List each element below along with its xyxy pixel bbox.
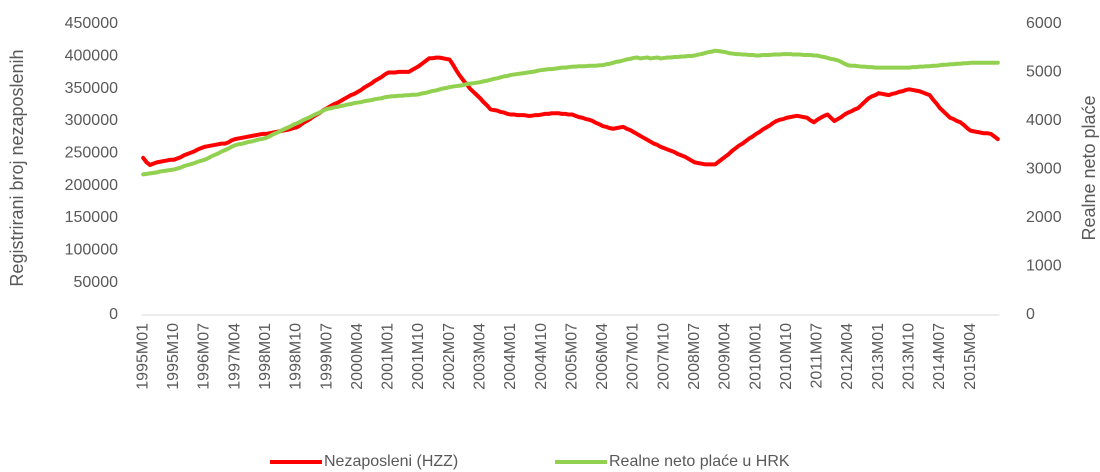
y-tick-label: 100000 [65, 242, 118, 259]
y-tick-label: 0 [109, 306, 118, 323]
y2-tick-label: 6000 [1026, 15, 1062, 32]
x-tick-label: 2012M04 [839, 323, 856, 390]
y2-tick-label: 1000 [1026, 258, 1062, 275]
x-tick-label: 2011M07 [809, 323, 826, 389]
y2-tick-label: 2000 [1026, 209, 1062, 226]
x-tick-label: 2007M01 [625, 323, 642, 390]
x-tick-label: 1996M07 [196, 323, 213, 390]
x-tick-label: 2000M04 [349, 323, 366, 390]
line-series [141, 48, 1000, 177]
x-tick-label: 2010M01 [747, 323, 764, 390]
x-tick-label: 1995M01 [134, 323, 151, 390]
y2-tick-label: 4000 [1026, 112, 1062, 129]
y-tick-label: 50000 [74, 274, 119, 291]
legend-label: Nezaposleni (HZZ) [324, 453, 458, 470]
x-tick-label: 2015M04 [962, 323, 979, 390]
legend-label: Realne neto plaće u HRK [609, 453, 790, 470]
y-tick-label: 250000 [65, 145, 118, 162]
x-tick-label: 1995M10 [165, 323, 182, 390]
y-tick-label: 350000 [65, 80, 118, 97]
x-tick-label: 1997M04 [226, 323, 243, 390]
x-tick-label: 1998M01 [257, 323, 274, 390]
x-tick-label: 2002M07 [441, 323, 458, 390]
x-tick-label: 2007M10 [655, 323, 672, 390]
y-tick-label: 450000 [65, 15, 118, 32]
y2-tick-label: 3000 [1026, 161, 1062, 178]
y2-tick-label: 0 [1026, 306, 1035, 323]
x-tick-label: 2003M04 [471, 323, 488, 390]
y-tick-label: 400000 [65, 48, 118, 65]
x-tick-label: 2001M01 [380, 323, 397, 390]
y-axis-title: Registrirani broj nezaposlenih [7, 49, 27, 286]
y2-tick-label: 5000 [1026, 64, 1062, 81]
x-tick-label: 2013M10 [900, 323, 917, 390]
x-tick-label: 2008M07 [686, 323, 703, 390]
x-tick-label: 2014M07 [931, 323, 948, 390]
x-tick-label: 2010M10 [778, 323, 795, 390]
x-tick-label: 2005M07 [563, 323, 580, 390]
y2-axis-title: Realne neto plaće [1079, 95, 1099, 240]
line-series [141, 55, 1000, 167]
x-tick-label: 2004M10 [533, 323, 550, 390]
x-tick-label: 2009M04 [717, 323, 734, 390]
y-tick-label: 200000 [65, 177, 118, 194]
x-tick-label: 2004M01 [502, 323, 519, 390]
x-tick-label: 1999M07 [318, 323, 335, 390]
y-tick-label: 150000 [65, 209, 118, 226]
x-tick-label: 2006M04 [594, 323, 611, 390]
x-tick-label: 2001M10 [410, 323, 427, 390]
y-tick-label: 300000 [65, 112, 118, 129]
x-tick-label: 2013M01 [870, 323, 887, 390]
x-tick-label: 1998M10 [288, 323, 305, 390]
